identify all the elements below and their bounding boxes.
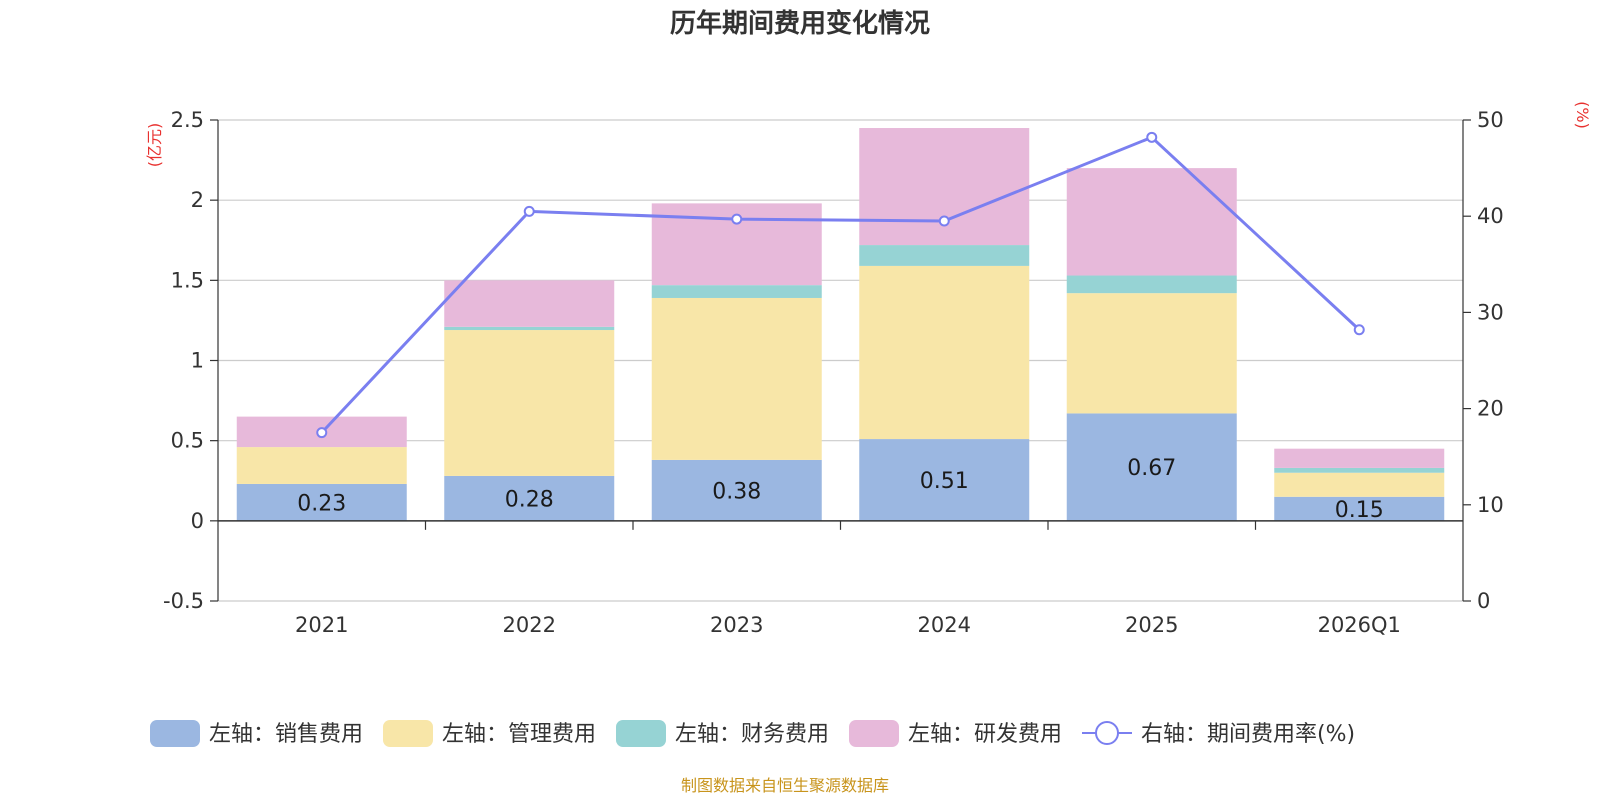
left-tick-label: 0.5 — [171, 429, 204, 453]
rate-point — [316, 427, 328, 439]
data-label: 0.51 — [920, 469, 969, 494]
legend-label: 左轴：研发费用 — [908, 722, 1062, 747]
line-series — [316, 131, 1365, 439]
legend-circle-marker — [1095, 721, 1119, 745]
x-tick-label: 2021 — [295, 613, 348, 637]
rate-line — [320, 135, 1361, 434]
bar-segment — [1066, 413, 1237, 521]
bar-segment — [236, 447, 407, 484]
right-tick-label: 40 — [1477, 204, 1504, 228]
legend-label: 左轴：管理费用 — [442, 722, 596, 747]
legend-label: 左轴：销售费用 — [209, 722, 363, 747]
right-axis-unit: (%) — [1573, 101, 1592, 129]
bar-segment — [444, 330, 615, 476]
bar-segment — [236, 483, 407, 521]
right-tick-label: 10 — [1477, 493, 1504, 517]
bar-segment — [444, 475, 615, 521]
bar-series — [236, 128, 1445, 521]
bar-segment — [1066, 293, 1237, 414]
bar-segment — [444, 326, 615, 331]
right-tick-label: 0 — [1477, 589, 1490, 613]
x-tick-label: 2024 — [918, 613, 971, 637]
legend-swatch — [616, 720, 666, 747]
left-tick-label: -0.5 — [163, 589, 204, 613]
bar-segment — [651, 459, 822, 521]
right-tick-label: 30 — [1477, 300, 1504, 324]
bar-segment — [859, 439, 1030, 521]
x-tick-label: 2023 — [710, 613, 763, 637]
right-tick-label: 50 — [1477, 108, 1504, 132]
data-label: 0.67 — [1127, 456, 1176, 481]
bar-segment — [1066, 275, 1237, 294]
data-label: 0.28 — [505, 487, 554, 512]
source-note: 制图数据来自恒生聚源数据库 — [681, 776, 889, 795]
right-tick-label: 20 — [1477, 397, 1504, 421]
x-tick-label: 2025 — [1125, 613, 1178, 637]
rate-point — [938, 215, 950, 227]
left-tick-label: 1.5 — [171, 268, 204, 292]
data-label: 0.15 — [1335, 498, 1384, 523]
x-tick-label: 2026Q1 — [1318, 613, 1401, 637]
bar-segment — [651, 297, 822, 460]
data-labels: 0.23 0.28 0.38 0.51 0.67 0.15 — [297, 456, 1383, 523]
chart-title: 历年期间费用变化情况 — [670, 8, 930, 39]
left-axis-unit: (亿元) — [145, 123, 164, 168]
bar-segment — [444, 280, 615, 327]
left-tick-label: 0 — [191, 509, 204, 533]
bar-segment — [1274, 448, 1445, 468]
legend-swatch — [849, 720, 899, 747]
rate-point — [1146, 131, 1158, 143]
bar-segment — [859, 245, 1030, 266]
bar-segment — [859, 265, 1030, 440]
bar-segment — [651, 285, 822, 298]
left-tick-label: 2.5 — [171, 108, 204, 132]
data-label: 0.23 — [297, 491, 346, 516]
x-tick-label: 2022 — [503, 613, 556, 637]
legend-label: 左轴：财务费用 — [675, 722, 829, 747]
legend: 左轴：销售费用 左轴：管理费用 左轴：财务费用 左轴：研发费用 右轴：期间费用率(%) — [150, 720, 1355, 747]
legend-swatch — [150, 720, 200, 747]
legend-swatch — [383, 720, 433, 747]
rate-point — [1353, 324, 1365, 336]
bar-segment — [1274, 472, 1445, 497]
bar-segment — [1274, 467, 1445, 473]
rate-point — [731, 213, 743, 225]
data-label: 0.38 — [712, 479, 761, 504]
rate-point — [523, 205, 535, 217]
legend-label: 右轴：期间费用率(%) — [1141, 722, 1355, 747]
left-tick-label: 2 — [191, 188, 204, 212]
bar-segment — [859, 128, 1030, 246]
left-tick-label: 1 — [191, 349, 204, 373]
bar-segment — [1274, 496, 1445, 521]
bar-segment — [1066, 168, 1237, 276]
